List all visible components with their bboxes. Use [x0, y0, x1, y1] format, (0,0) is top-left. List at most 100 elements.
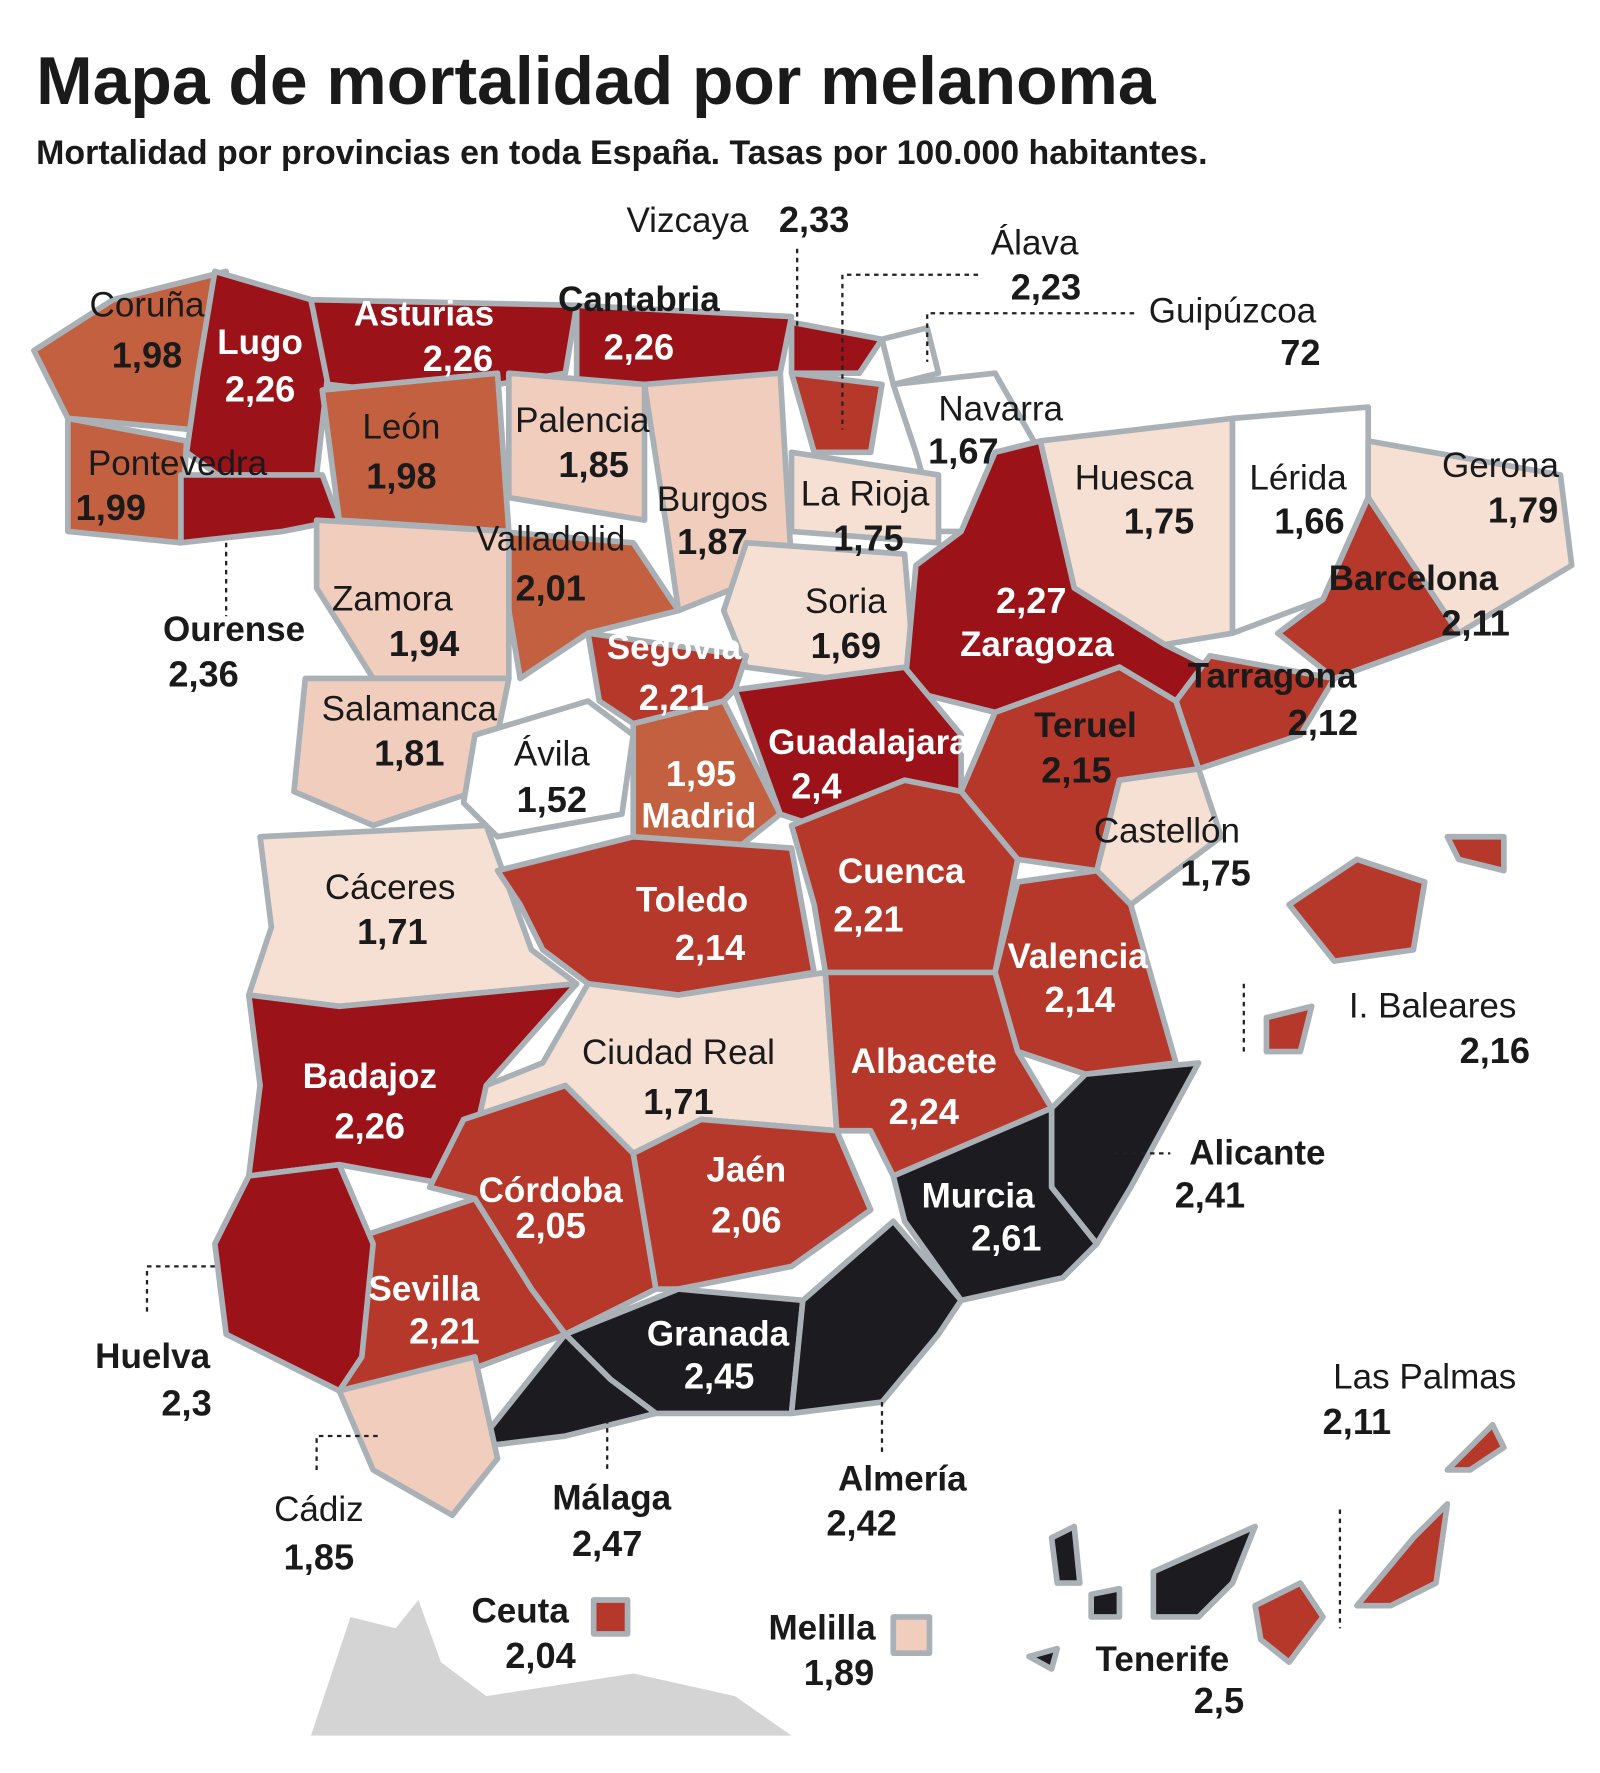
- province-shape: [1365, 438, 1575, 637]
- province-rate-label: 2,41: [1175, 1175, 1245, 1216]
- province-rate-label: 1,98: [112, 334, 182, 375]
- province-ourense[interactable]: [178, 472, 343, 546]
- province-palencia[interactable]: [506, 370, 648, 523]
- province-name-label: Navarra: [938, 390, 1063, 429]
- province-rate-label: 1,94: [389, 623, 459, 664]
- province-rate-label: 2,26: [335, 1106, 405, 1147]
- province-name-label: Soria: [805, 582, 887, 621]
- province-huelva[interactable]: [212, 1161, 376, 1394]
- province-castellon[interactable]: [1093, 766, 1225, 908]
- province-shape: [1444, 1421, 1507, 1473]
- province-name-label: Guipúzcoa: [1149, 291, 1317, 330]
- province-rate-label: 2,5: [1194, 1680, 1244, 1721]
- province-shape: [1093, 766, 1225, 908]
- province-name-label: La Rioja: [801, 474, 930, 513]
- province-shape: [1252, 1580, 1326, 1666]
- province-rate-label: 1,75: [1124, 501, 1194, 542]
- province-shape: [890, 1614, 933, 1656]
- map-title: Mapa de mortalidad por melanoma: [36, 44, 1157, 119]
- province-rate-label: 2,11: [1323, 1401, 1391, 1442]
- province-name-label: Pontevedra: [88, 444, 268, 483]
- province-name-label: Madrid: [641, 797, 756, 836]
- province-shape: [1150, 1523, 1258, 1620]
- province-name-label: Vizcaya: [626, 201, 749, 240]
- province-name-label: Cantabria: [558, 280, 720, 319]
- province-rate-label: 1,85: [284, 1536, 354, 1577]
- province-shape: [590, 1597, 631, 1637]
- province-rate-label: 2,15: [1041, 749, 1111, 790]
- province-rate-label: 1,81: [374, 733, 444, 774]
- province-name-label: Zamora: [332, 580, 453, 619]
- province-rate-label: 2,01: [515, 567, 585, 608]
- province-name-label: Zaragoza: [960, 625, 1114, 664]
- province-shape: [1026, 1645, 1061, 1672]
- province-name-label: Teruel: [1034, 706, 1137, 745]
- province-la-rioja[interactable]: [788, 449, 942, 546]
- province-name-label: Lugo: [217, 323, 303, 362]
- province-name-label: Valladolid: [476, 520, 625, 559]
- province-shape: [212, 1161, 376, 1394]
- province-name-label: Cuenca: [838, 852, 965, 891]
- province-name-label: I. Baleares: [1349, 987, 1517, 1026]
- province-almeria[interactable]: [788, 1218, 964, 1417]
- province-rate-label: 1,71: [643, 1081, 713, 1122]
- province-shape: [1263, 1003, 1315, 1055]
- province-name-label: Albacete: [851, 1042, 997, 1081]
- province-rate-label: 2,4: [791, 765, 841, 806]
- province-tarragona[interactable]: [1173, 653, 1338, 772]
- province-las-palmas[interactable]: [1252, 1421, 1507, 1666]
- province-rate-label: 1,52: [517, 779, 587, 820]
- province-tenerife[interactable]: [1026, 1523, 1258, 1672]
- province-rate-label: 1,67: [928, 431, 998, 472]
- province-ceuta[interactable]: [590, 1597, 631, 1637]
- province-shape: [460, 698, 637, 840]
- province-rate-label: 2,45: [684, 1356, 754, 1397]
- province-rate-label: 2,11: [1441, 602, 1509, 643]
- province-guipuzcoa[interactable]: [879, 325, 942, 388]
- province-barcelona[interactable]: [1274, 494, 1462, 682]
- map-subtitle: Mortalidad por provincias en toda España…: [36, 134, 1207, 172]
- province-rate-label: 2,24: [889, 1091, 959, 1132]
- province-name-label: Guadalajara: [768, 723, 969, 762]
- province-shape: [788, 370, 885, 456]
- province-rate-label: 2,21: [409, 1310, 479, 1351]
- province-rate-label: 1,98: [366, 455, 436, 496]
- province-shape: [630, 1116, 874, 1292]
- province-name-label: Palencia: [515, 401, 650, 440]
- province-alava[interactable]: [788, 370, 885, 456]
- province-rate-label: 2,3: [161, 1383, 211, 1424]
- province-rate-label: 1,69: [811, 625, 881, 666]
- province-rate-label: 1,75: [833, 518, 903, 559]
- province-jaen[interactable]: [630, 1116, 874, 1292]
- province-i-baleares[interactable]: [1263, 833, 1507, 1055]
- province-name-label: Melilla: [768, 1609, 876, 1648]
- province-shape: [630, 698, 784, 863]
- province-malaga[interactable]: [472, 1331, 659, 1451]
- province-avila[interactable]: [460, 698, 637, 840]
- province-name-label: Málaga: [552, 1479, 671, 1518]
- province-rate-label: 2,26: [225, 368, 295, 409]
- province-rate-label: 1,99: [76, 487, 146, 528]
- province-shape: [336, 1354, 501, 1519]
- province-leon[interactable]: [319, 370, 512, 535]
- province-vizcaya[interactable]: [788, 319, 885, 376]
- province-murcia[interactable]: [890, 1105, 1100, 1304]
- province-cadiz[interactable]: [336, 1354, 501, 1519]
- province-madrid[interactable]: [630, 698, 784, 863]
- province-rate-label: 1,75: [1180, 852, 1250, 893]
- province-name-label: Tarragona: [1188, 656, 1357, 695]
- province-rate-label: 2,16: [1460, 1030, 1530, 1071]
- province-name-label: Valencia: [1007, 937, 1148, 976]
- province-shape: [319, 370, 512, 535]
- province-name-label: Barcelona: [1329, 559, 1499, 598]
- province-shape: [178, 472, 343, 546]
- province-melilla[interactable]: [890, 1614, 933, 1656]
- province-rate-label: 2,06: [711, 1200, 781, 1241]
- province-gerona[interactable]: [1365, 438, 1575, 637]
- province-rate-label: 2,14: [1045, 979, 1115, 1020]
- province-name-label: Cáceres: [325, 868, 456, 907]
- province-name-label: Murcia: [922, 1177, 1035, 1216]
- province-rate-label: 2,27: [996, 580, 1066, 621]
- province-name-label: Toledo: [636, 880, 748, 919]
